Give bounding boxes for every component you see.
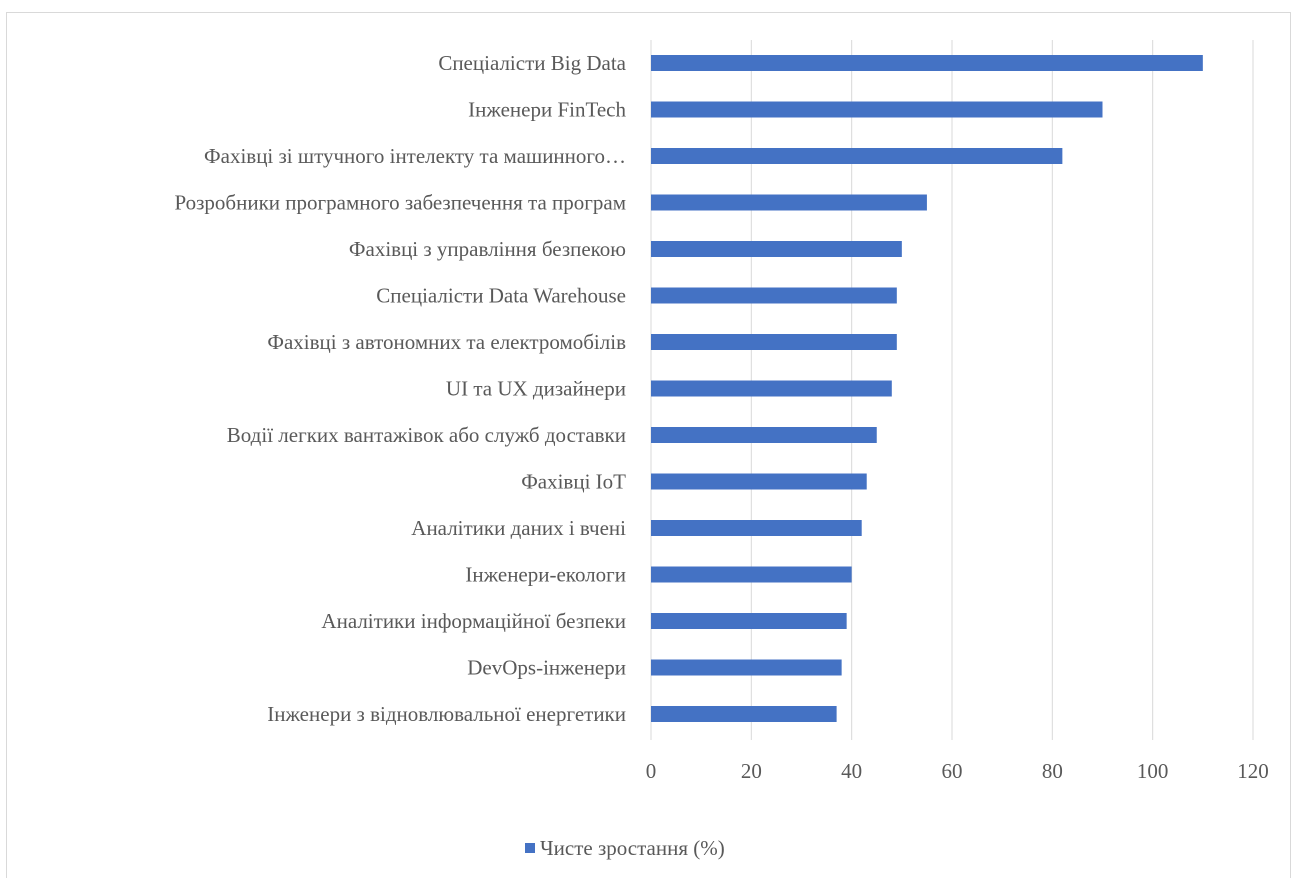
x-tick-label: 20 bbox=[741, 759, 762, 783]
category-labels: Спеціалісти Big Data Інженери FinTech Фахі… bbox=[174, 51, 626, 726]
bar-2 bbox=[651, 148, 1063, 164]
category-label: Фахівці з управління безпекою bbox=[349, 237, 626, 261]
category-label: Розробники програмного забезпечення та п… bbox=[174, 191, 626, 215]
x-tick-labels: 0 20 40 60 80 100 120 bbox=[646, 759, 1269, 783]
bar-12 bbox=[651, 613, 847, 629]
bar-6 bbox=[651, 334, 897, 350]
x-tick-label: 40 bbox=[841, 759, 862, 783]
bar-11 bbox=[651, 566, 852, 583]
bar-0 bbox=[651, 55, 1203, 71]
bar-1 bbox=[651, 101, 1103, 118]
x-tick-label: 100 bbox=[1137, 759, 1169, 783]
category-label: Інженери-екологи bbox=[465, 563, 626, 587]
x-tick-label: 80 bbox=[1042, 759, 1063, 783]
category-label: Водії легких вантажівок або служб достав… bbox=[227, 423, 626, 447]
bar-13 bbox=[651, 659, 842, 676]
legend-swatch bbox=[525, 843, 535, 853]
category-label: Спеціалісти Data Warehouse bbox=[376, 284, 626, 308]
category-label: DevOps-інженери bbox=[467, 656, 626, 680]
bar-14 bbox=[651, 706, 837, 722]
bar-layer bbox=[651, 55, 1203, 722]
category-label: Інженери FinTech bbox=[468, 98, 626, 122]
x-tick-label: 120 bbox=[1237, 759, 1269, 783]
legend: Чисте зростання (%) bbox=[525, 834, 725, 862]
bar-10 bbox=[651, 520, 862, 536]
category-label: Спеціалісти Big Data bbox=[438, 51, 626, 75]
category-label: Фахівці з автономних та електромобілів bbox=[267, 330, 626, 354]
legend-label: Чисте зростання (%) bbox=[540, 835, 725, 860]
category-label: Аналітики даних і вчені bbox=[411, 516, 626, 540]
bar-5 bbox=[651, 287, 897, 304]
bar-3 bbox=[651, 194, 927, 211]
category-label: Аналітики інформаційної безпеки bbox=[321, 609, 626, 633]
x-tick-label: 60 bbox=[942, 759, 963, 783]
category-label: Інженери з відновлювальної енергетики bbox=[267, 702, 626, 726]
category-label: Фахівці зі штучного інтелекту та машинно… bbox=[204, 144, 626, 168]
chart-frame bbox=[6, 12, 1291, 878]
bar-8 bbox=[651, 427, 877, 443]
x-tick-label: 0 bbox=[646, 759, 657, 783]
bar-9 bbox=[651, 473, 867, 490]
category-label: Фахівці IoT bbox=[521, 470, 626, 494]
category-label: UI та UX дизайнери bbox=[446, 377, 626, 401]
bar-4 bbox=[651, 241, 902, 257]
bar-7 bbox=[651, 380, 892, 397]
